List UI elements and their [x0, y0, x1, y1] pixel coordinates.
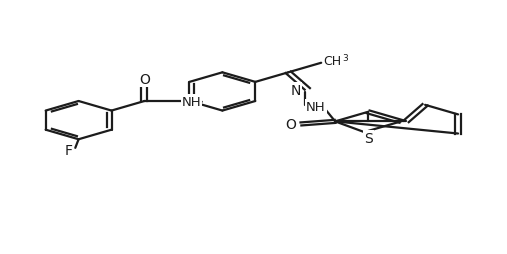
Text: 3: 3 [343, 54, 348, 63]
Text: F: F [65, 143, 73, 157]
Text: S: S [364, 132, 373, 146]
Text: CH: CH [324, 55, 342, 68]
Text: O: O [139, 73, 150, 87]
Text: N: N [291, 84, 301, 98]
Text: NH: NH [182, 96, 201, 109]
Text: O: O [285, 118, 296, 131]
Text: NH: NH [306, 101, 325, 114]
